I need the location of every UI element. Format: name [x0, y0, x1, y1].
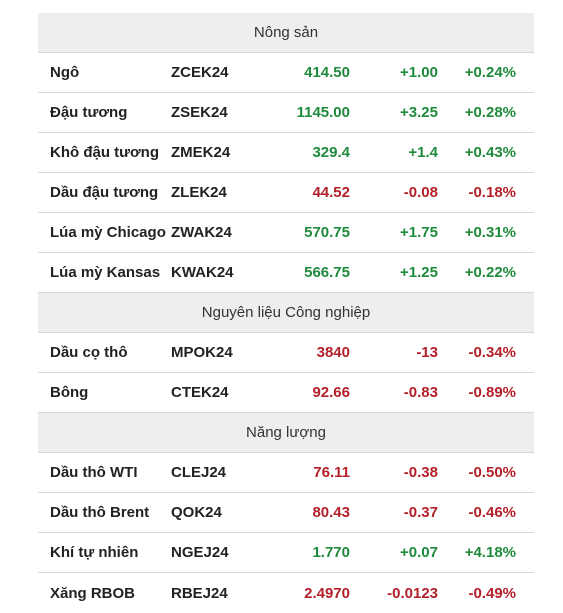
change-percent: +0.24%	[464, 64, 516, 81]
price-value: 76.11	[313, 464, 350, 481]
change-percent: +0.22%	[464, 264, 516, 281]
contract-code: ZWAK24	[171, 224, 232, 241]
change-value: +0.07	[400, 544, 438, 561]
change-value: -0.37	[403, 504, 438, 521]
commodity-name: Ngô	[50, 64, 80, 81]
contract-code: ZMEK24	[171, 144, 231, 161]
table-row: Bông CTEK24 92.66 -0.83 -0.89%	[38, 373, 534, 413]
table-row: Dầu cọ thô MPOK24 3840 -13 -0.34%	[38, 333, 534, 373]
commodity-name: Lúa mỳ Kansas	[50, 264, 161, 281]
contract-code: CTEK24	[171, 384, 229, 401]
contract-code: NGEJ24	[171, 544, 229, 561]
table-row: Dầu đậu tương ZLEK24 44.52 -0.08 -0.18%	[38, 173, 534, 213]
change-percent: -0.49%	[468, 584, 516, 602]
contract-code: ZSEK24	[171, 104, 228, 121]
change-value: +1.75	[400, 224, 438, 241]
price-value: 3840	[316, 344, 350, 361]
change-percent: -0.89%	[468, 384, 516, 401]
table-row: Ngô ZCEK24 414.50 +1.00 +0.24%	[38, 53, 534, 93]
table-row: Xăng RBOB RBEJ24 2.4970 -0.0123 -0.49%	[38, 573, 534, 613]
commodity-name: Bông	[50, 384, 89, 401]
table-row: Lúa mỳ Kansas KWAK24 566.75 +1.25 +0.22%	[38, 253, 534, 293]
commodity-name: Dầu thô WTI	[50, 464, 138, 481]
contract-code: RBEJ24	[171, 584, 228, 602]
commodity-name: Khí tự nhiên	[50, 544, 139, 561]
commodity-name: Dầu đậu tương	[50, 184, 159, 201]
contract-code: ZLEK24	[171, 184, 227, 201]
change-percent: +0.43%	[464, 144, 516, 161]
price-value: 1.770	[312, 544, 350, 561]
price-value: 566.75	[304, 264, 350, 281]
table-row: Đậu tương ZSEK24 1145.00 +3.25 +0.28%	[38, 93, 534, 133]
change-value: -0.83	[403, 384, 438, 401]
price-value: 329.4	[312, 144, 350, 161]
price-value: 92.66	[312, 384, 350, 401]
price-value: 80.43	[312, 504, 350, 521]
change-percent: -0.50%	[468, 464, 516, 481]
commodity-name: Xăng RBOB	[50, 584, 136, 602]
table-row: Khô đậu tương ZMEK24 329.4 +1.4 +0.43%	[38, 133, 534, 173]
change-percent: +4.18%	[464, 544, 516, 561]
change-percent: -0.46%	[468, 504, 516, 521]
commodity-name: Đậu tương	[50, 104, 128, 121]
change-value: -0.0123	[387, 584, 438, 602]
change-value: +1.4	[408, 144, 438, 161]
table-row: Dầu thô Brent QOK24 80.43 -0.37 -0.46%	[38, 493, 534, 533]
change-value: -13	[416, 344, 438, 361]
change-percent: +0.31%	[464, 224, 516, 241]
table-row: Dầu thô WTI CLEJ24 76.11 -0.38 -0.50%	[38, 453, 534, 493]
section-header: Nông sản	[38, 13, 534, 53]
commodity-price-table: Nông sản Ngô ZCEK24 414.50 +1.00 +0.24% Đậu tư…	[38, 13, 534, 613]
change-percent: -0.18%	[468, 184, 516, 201]
price-value: 44.52	[312, 184, 350, 201]
table-row: Khí tự nhiên NGEJ24 1.770 +0.07 +4.18%	[38, 533, 534, 573]
commodity-name: Dầu cọ thô	[50, 344, 128, 361]
contract-code: ZCEK24	[171, 64, 229, 81]
change-value: -0.38	[403, 464, 438, 481]
commodity-name: Lúa mỳ Chicago	[50, 224, 166, 241]
table-row: Lúa mỳ Chicago ZWAK24 570.75 +1.75 +0.31%	[38, 213, 534, 253]
contract-code: KWAK24	[171, 264, 234, 281]
change-value: -0.08	[403, 184, 438, 201]
price-value: 2.4970	[304, 584, 350, 602]
section-header: Năng lượng	[38, 413, 534, 453]
price-value: 570.75	[304, 224, 350, 241]
commodity-name: Khô đậu tương	[50, 144, 160, 161]
price-value: 1145.00	[296, 104, 350, 121]
change-value: +1.25	[400, 264, 438, 281]
change-value: +3.25	[400, 104, 438, 121]
change-percent: +0.28%	[464, 104, 516, 121]
contract-code: CLEJ24	[171, 464, 227, 481]
section-header: Nguyên liệu Công nghiệp	[38, 293, 534, 333]
contract-code: QOK24	[171, 504, 222, 521]
change-value: +1.00	[400, 64, 438, 81]
change-percent: -0.34%	[468, 344, 516, 361]
contract-code: MPOK24	[171, 344, 233, 361]
price-value: 414.50	[304, 64, 350, 81]
commodity-name: Dầu thô Brent	[50, 504, 150, 521]
